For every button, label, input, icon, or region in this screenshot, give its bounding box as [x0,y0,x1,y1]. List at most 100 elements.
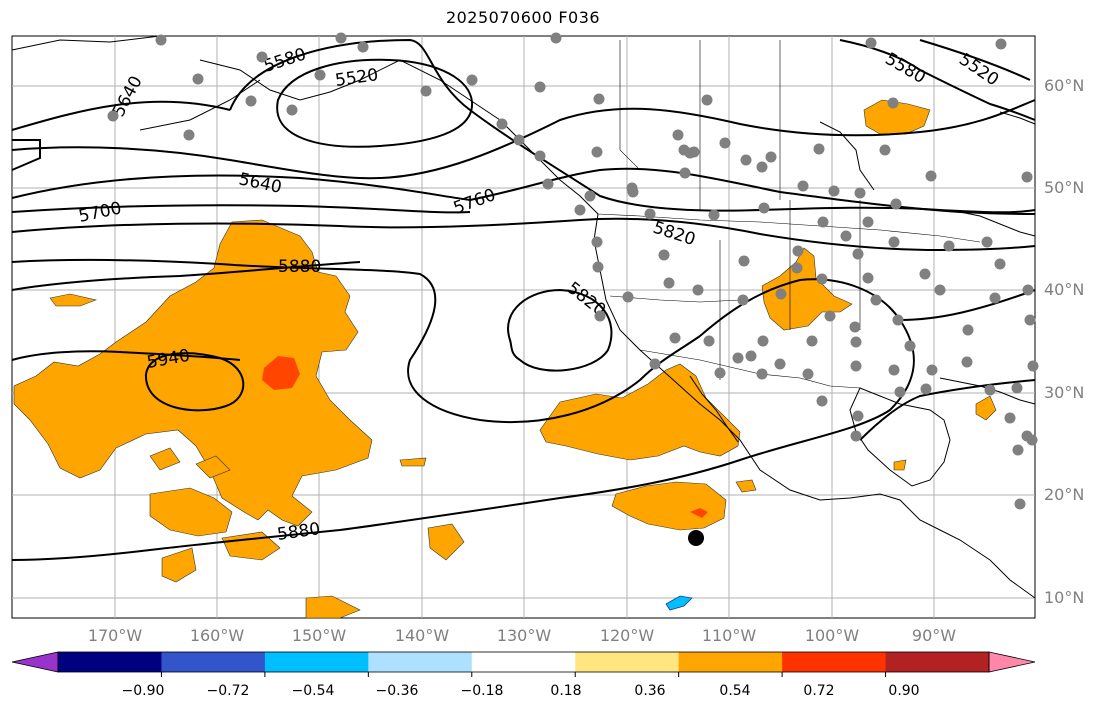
station-dot [335,32,347,44]
lat-label-20n: 20°N [1044,485,1085,504]
station-dot [892,314,904,326]
station-dot [852,248,864,260]
station-dot [828,185,840,197]
station-dot [887,97,899,109]
station-dot [850,360,862,372]
station-dot [701,94,713,106]
station-dot [984,384,996,396]
station-dot [1024,314,1036,326]
station-dot [756,368,768,380]
station-dot [1014,498,1026,510]
station-dot [649,358,661,370]
shaded-region-positive [13,99,997,619]
station-dot [672,129,684,141]
station-dot [1011,382,1023,394]
lat-label-60n: 60°N [1044,76,1085,95]
station-dot [719,137,731,149]
lat-label-30n: 30°N [1044,383,1085,402]
station-dot [714,367,726,379]
colorbar-tick-label: 0.18 [550,683,582,699]
station-dot [245,95,257,107]
station-dot [879,144,891,156]
lon-label-110w: 110°W [701,626,757,645]
lon-label-100w: 100°W [804,626,860,645]
lon-label-120w: 120°W [599,626,655,645]
contour-label-5880-a: 5880 [278,257,321,277]
colorbar-tick-label: −0.90 [121,683,165,699]
station-dot [989,292,1001,304]
station-dots [107,32,1039,510]
station-dot [850,336,862,348]
lon-label-130w: 130°W [496,626,552,645]
station-dot [584,190,596,202]
station-dot [740,154,752,166]
colorbar-tick-label: 0.72 [803,683,835,699]
station-dot [542,178,554,190]
station-dot [840,230,852,242]
station-dot [591,146,603,158]
station-dot [708,209,720,221]
station-dot [738,255,750,267]
station-dot [943,240,955,252]
lat-label-50n: 50°N [1044,178,1085,197]
station-dot [534,81,546,93]
station-dot [513,134,525,146]
station-dot [737,294,749,306]
station-dot [594,310,606,322]
station-dot [593,93,605,105]
height-contours [11,38,1036,561]
shaded-region-negative [665,595,693,611]
station-dot [813,143,825,155]
colorbar-tick-label: −0.54 [291,683,335,699]
station-dot [802,368,814,380]
station-dot [806,335,818,347]
station-dot [817,216,829,228]
station-dot [534,150,546,162]
station-dot [774,358,786,370]
colorbar-tick-label: 0.36 [634,683,666,699]
station-dot [920,383,932,395]
station-dot [862,272,874,284]
lon-label-150w: 150°W [291,626,347,645]
station-dot [496,118,508,130]
station-dot [919,268,931,280]
station-dot [1012,444,1024,456]
lon-label-140w: 140°W [394,626,450,645]
station-dot [888,236,900,248]
station-dot [862,216,874,228]
colorbar-tick-label: −0.72 [206,683,250,699]
station-dot [679,167,691,179]
station-dot [852,410,864,422]
station-dot [256,51,268,63]
station-dot [926,364,938,376]
lon-label-170w: 170°W [87,626,143,645]
station-dot [1004,412,1016,424]
station-dot [934,284,946,296]
station-dot [107,110,119,122]
station-dot [1026,434,1038,446]
station-dot [757,335,769,347]
station-dot [688,146,700,158]
storm-marker [688,530,704,546]
station-dot [890,198,902,210]
station-dot [824,310,836,322]
station-dot [925,170,937,182]
station-dot [745,350,757,362]
lon-label-90w: 90°W [911,626,957,645]
station-dot [286,104,298,116]
station-dot [644,208,656,220]
station-dot [816,395,828,407]
graticule [12,36,1035,618]
station-dot [574,204,586,216]
station-dot [732,352,744,364]
station-dot [854,187,866,199]
colorbar-tick-label: −0.18 [460,683,504,699]
station-dot [797,180,809,192]
coastlines [11,35,1036,599]
station-dot [894,386,906,398]
station-dot [961,356,973,368]
shaded-region-strong [262,356,708,518]
station-dot [466,74,478,86]
station-dot [155,34,167,46]
colorbar-tick-label: 0.90 [888,683,920,699]
